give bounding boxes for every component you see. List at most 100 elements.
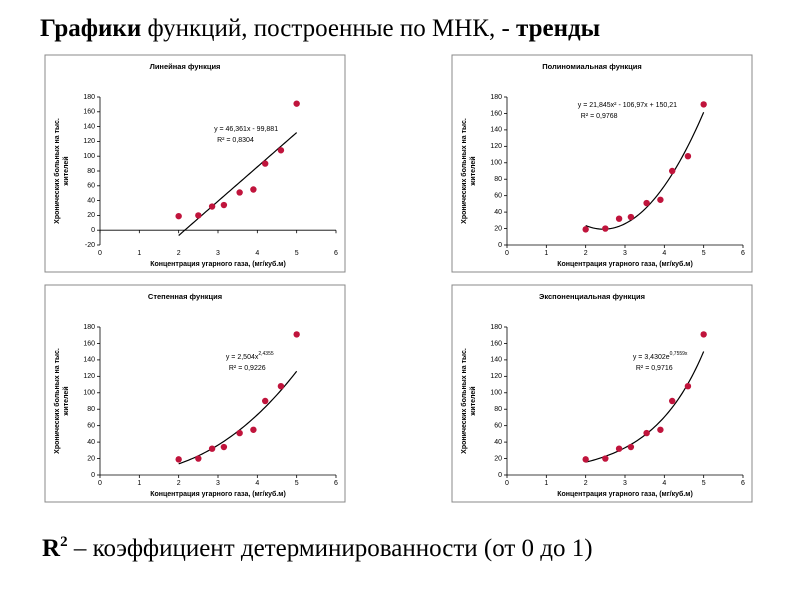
point (700, 331, 707, 338)
chart-frame (451, 54, 753, 273)
y-tick-label: 180 (83, 324, 95, 331)
chart-title: Линейная функция (150, 62, 221, 71)
y-tick-label: 140 (490, 357, 502, 364)
point (684, 153, 692, 160)
point (236, 429, 243, 437)
chart-frame (451, 284, 753, 503)
y-tick-label: 80 (87, 168, 95, 175)
title-bold: Графики (40, 15, 141, 42)
point (582, 456, 589, 463)
equation-main: y = 21,845x² - 106,97x + 150,21 (578, 102, 677, 109)
x-axis-label: Концентрация угарного газа, (мг/куб.м) (557, 490, 693, 498)
chart: Экспоненциальная функция0204060801001201… (451, 284, 753, 503)
x-tick-label: 5 (295, 250, 299, 257)
x-tick-label: 5 (295, 480, 299, 487)
point (236, 189, 243, 196)
y-tick-label: 20 (494, 225, 502, 232)
trend-r2: R² = 0,8304 (217, 137, 254, 144)
chart-title: Экспоненциальная функция (539, 292, 645, 301)
chart-title: Степенная функция (148, 292, 222, 301)
x-tick-label: 0 (98, 250, 102, 257)
slide-title: Графики функций, построенные по МНК, - т… (40, 15, 600, 42)
x-tick-label: 1 (137, 250, 141, 257)
y-tick-label: 180 (490, 94, 502, 101)
chart-frame (44, 54, 346, 273)
y-tick-label: 140 (83, 357, 95, 364)
point (262, 160, 269, 167)
y-axis-label: Хронических больных на тыс. (53, 348, 61, 454)
y-tick-label: 20 (87, 212, 95, 219)
footer-text: – коэффициент детерминированности (от 0 … (68, 535, 593, 562)
y-tick-label: 160 (83, 340, 95, 347)
point (582, 226, 589, 233)
y-tick-label: 0 (498, 472, 502, 479)
y-tick-label: 120 (83, 373, 95, 380)
x-tick-label: 1 (544, 250, 548, 257)
y-tick-label: 20 (494, 455, 502, 462)
point (627, 213, 635, 221)
y-tick-label: 60 (494, 193, 502, 200)
y-tick-label: 40 (494, 209, 502, 216)
y-tick-label: 120 (83, 138, 95, 145)
x-tick-label: 6 (741, 250, 745, 257)
y-tick-label: 160 (83, 109, 95, 116)
y-tick-label: 20 (87, 455, 95, 462)
point (615, 215, 623, 222)
y-tick-label: 40 (87, 197, 95, 204)
y-tick-label: 40 (87, 439, 95, 446)
point (602, 455, 609, 462)
point (175, 212, 182, 220)
trend-equation: y = 21,845x² - 106,97x + 150,21 (578, 102, 677, 109)
trend-equation: y = 46,361x - 99,881 (214, 126, 278, 133)
chart: Линейная функция-20020406080100120140160… (44, 54, 346, 273)
point (684, 383, 692, 390)
point (220, 201, 228, 209)
y-tick-label: -20 (85, 242, 95, 249)
point (277, 147, 285, 154)
y-axis-label: жителей (469, 386, 477, 416)
y-axis-label: Хронических больных на тыс. (460, 348, 468, 454)
point (700, 101, 707, 108)
point (643, 199, 650, 207)
x-axis-label: Концентрация угарного газа, (мг/куб.м) (150, 260, 286, 268)
x-tick-label: 4 (255, 250, 259, 257)
point (250, 426, 257, 433)
y-tick-label: 100 (83, 390, 95, 397)
x-tick-label: 5 (702, 250, 706, 257)
equation-main: y = 2,504x (226, 354, 259, 361)
point (208, 445, 216, 452)
y-axis-label: жителей (469, 156, 477, 186)
equation-sup: 0,7559x (670, 351, 688, 357)
x-tick-label: 3 (216, 480, 220, 487)
x-tick-label: 3 (216, 250, 220, 257)
y-tick-label: 60 (494, 423, 502, 430)
x-tick-label: 4 (662, 480, 666, 487)
point (602, 225, 609, 232)
y-tick-label: 60 (87, 423, 95, 430)
x-tick-label: 0 (98, 480, 102, 487)
y-tick-label: 120 (490, 373, 502, 380)
title-bold: тренды (516, 15, 600, 42)
x-tick-label: 4 (662, 250, 666, 257)
point (195, 455, 202, 462)
y-tick-label: 180 (83, 94, 95, 101)
x-tick-label: 0 (505, 480, 509, 487)
chart: Полиномиальная функция020406080100120140… (451, 54, 753, 273)
y-tick-label: 160 (490, 110, 502, 117)
y-tick-label: 100 (490, 390, 502, 397)
x-tick-label: 2 (584, 480, 588, 487)
point (220, 443, 228, 451)
y-tick-label: 0 (498, 242, 502, 249)
y-axis-label: жителей (62, 156, 70, 186)
x-tick-label: 2 (177, 250, 181, 257)
point (643, 429, 650, 437)
x-tick-label: 2 (584, 250, 588, 257)
y-tick-label: 100 (490, 160, 502, 167)
point (208, 203, 216, 210)
footer: R2 – коэффициент детерминированности (от… (42, 534, 593, 562)
y-tick-label: 80 (494, 406, 502, 413)
y-axis-label: Хронических больных на тыс. (53, 118, 61, 224)
y-tick-label: 160 (490, 340, 502, 347)
x-tick-label: 6 (334, 250, 338, 257)
x-tick-label: 5 (702, 480, 706, 487)
